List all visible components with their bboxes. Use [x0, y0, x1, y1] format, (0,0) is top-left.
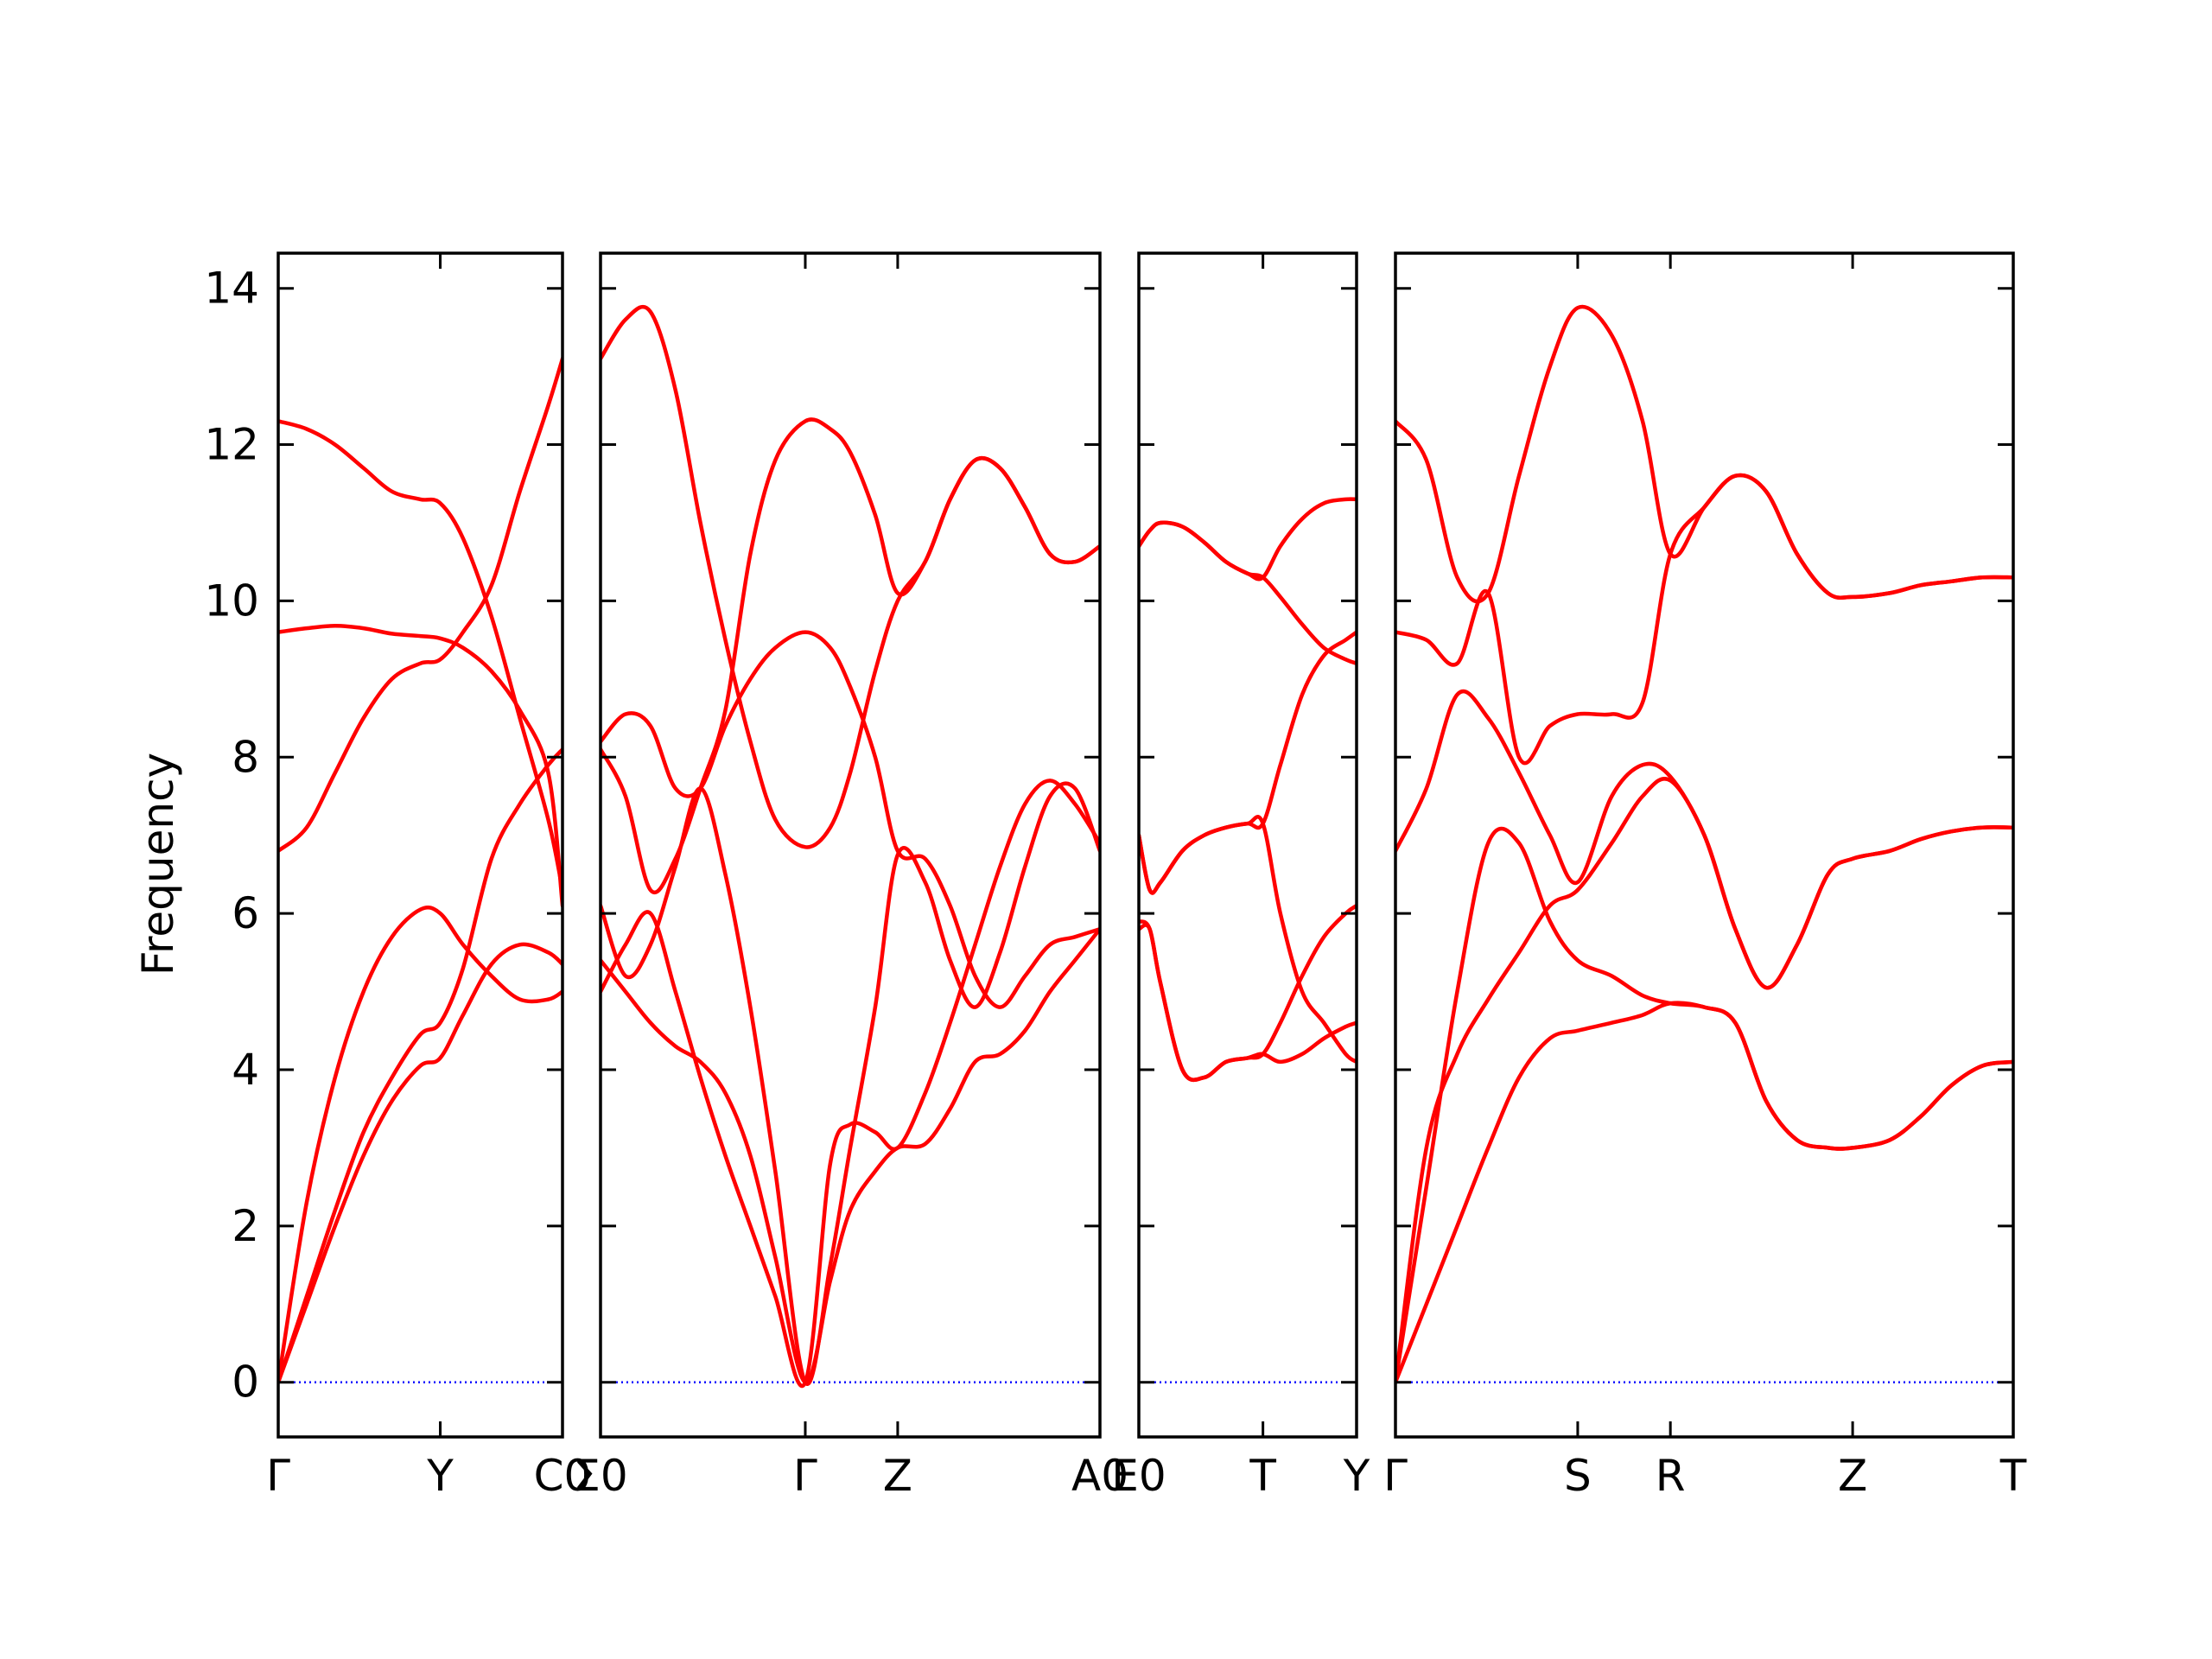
x-tick-label: Z	[883, 1451, 912, 1501]
band-line-3	[1139, 903, 1357, 1083]
x-tick-label: E0	[1111, 1451, 1166, 1501]
band-line-6	[1395, 304, 2013, 604]
y-tick-label: 12	[204, 420, 259, 470]
y-tick-label: 10	[204, 575, 259, 626]
y-tick-label: 4	[232, 1045, 259, 1095]
x-tick-label: Σ0	[573, 1451, 627, 1501]
y-tick-label: 6	[232, 888, 259, 938]
y-tick-label: 14	[204, 264, 259, 314]
panel-frame	[1394, 251, 2015, 1439]
band-line-3	[278, 906, 563, 1384]
band-line-1	[278, 942, 563, 1384]
x-tick-label: Γ	[1383, 1451, 1408, 1501]
band-line-2	[278, 747, 563, 1384]
band-line-5	[278, 624, 563, 908]
band-line-2	[601, 779, 1100, 1388]
panel-1-data	[278, 356, 563, 1384]
band-line-6	[1139, 497, 1357, 582]
band-line-1	[1395, 1001, 2013, 1384]
x-tick-label: T	[1249, 1451, 1276, 1501]
y-tick-label: 0	[232, 1357, 259, 1408]
x-tick-label: Z	[1838, 1451, 1867, 1501]
panel-3: E0 T Y	[1111, 251, 1370, 1501]
x-tick-label: Y	[426, 1451, 454, 1501]
x-tick-label: S	[1564, 1451, 1592, 1501]
y-tick-label: 8	[232, 732, 259, 782]
x-tick-label: Y	[1343, 1451, 1370, 1501]
band-line-3	[601, 781, 1100, 1386]
y-axis-label: Frequency	[133, 753, 183, 976]
panel-2: Σ0 Γ Z A0	[573, 251, 1128, 1501]
band-line-4	[1395, 689, 2013, 990]
panel-frame	[276, 251, 564, 1439]
band-line-4	[601, 630, 1100, 1009]
panel-2-data	[601, 304, 1100, 1388]
x-tick-label: Γ	[793, 1451, 817, 1501]
band-line-5	[601, 417, 1100, 894]
band-line-4	[278, 356, 563, 854]
panel-1: Γ Y C0 0 2 4 6 8 10 12 14	[204, 251, 592, 1501]
panel-frame	[1137, 251, 1358, 1439]
band-line-5	[1139, 520, 1357, 666]
x-tick-label: Γ	[266, 1451, 290, 1501]
panel-3-data	[1139, 497, 1357, 1383]
x-tick-label: R	[1656, 1451, 1686, 1501]
band-line-6	[278, 419, 563, 893]
band-line-3	[1395, 826, 2013, 1384]
panel-frame	[599, 251, 1102, 1439]
band-line-1	[601, 926, 1100, 1384]
x-tick-label: A0	[1071, 1451, 1128, 1501]
x-tick-label: T	[1999, 1451, 2027, 1501]
band-line-6	[601, 304, 1100, 849]
panel-4-data	[1395, 304, 2013, 1384]
x-tick-label: C0	[534, 1451, 592, 1501]
y-tick-label: 2	[232, 1201, 259, 1251]
band-line-4	[1139, 630, 1357, 895]
band-line-2	[1395, 777, 2013, 1384]
